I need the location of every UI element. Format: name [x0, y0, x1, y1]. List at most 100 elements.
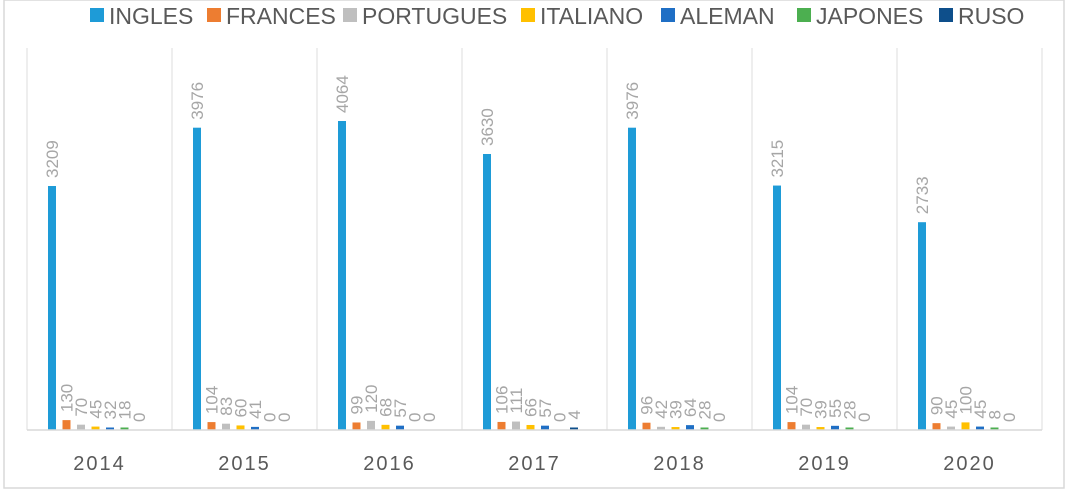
legend-label: FRANCES: [226, 3, 336, 29]
x-tick-label: 2015: [218, 453, 271, 475]
data-label: 45: [971, 400, 990, 419]
data-label: 64: [681, 398, 700, 417]
bar-aleman-2018: [686, 425, 694, 430]
data-label: 3976: [188, 82, 207, 120]
data-label: 0: [551, 413, 570, 422]
bar-aleman-2016: [396, 425, 404, 430]
data-label: 2733: [913, 176, 932, 214]
bar-portugues-2018: [657, 426, 665, 430]
legend-item-frances: FRANCES: [207, 3, 336, 29]
bar-ingles-2016: [338, 121, 346, 430]
legend-item-ruso: RUSO: [939, 3, 1024, 29]
data-label: 28: [841, 401, 860, 420]
legend-swatch: [521, 8, 535, 22]
bar-italiano-2018: [671, 427, 680, 430]
data-label: 83: [217, 397, 236, 416]
legend-swatch: [207, 8, 221, 22]
bar-italiano-2016: [381, 424, 390, 430]
x-tick-label: 2016: [363, 453, 416, 475]
bar-ingles-2020: [918, 222, 926, 430]
legend-swatch: [343, 8, 357, 22]
bar-ingles-2017: [483, 153, 491, 430]
data-label: 99: [348, 396, 367, 415]
bar-aleman-2017: [541, 425, 549, 430]
bar-portugues-2020: [947, 426, 955, 430]
data-label: 3976: [623, 82, 642, 120]
bar-aleman-2019: [831, 425, 839, 430]
data-label: 60: [232, 399, 251, 418]
data-label: 4064: [333, 75, 352, 113]
bar-portugues-2014: [77, 424, 85, 430]
data-label: 130: [58, 384, 77, 412]
data-label: 66: [522, 398, 541, 417]
bar-frances-2020: [932, 423, 941, 430]
data-label: 0: [710, 413, 729, 422]
data-label: 0: [1000, 413, 1019, 422]
chart-border: [3, 0, 1065, 489]
data-label: 104: [783, 386, 802, 414]
bar-portugues-2015: [222, 423, 230, 430]
data-label: 68: [377, 398, 396, 417]
legend-item-portugues: PORTUGUES: [343, 3, 507, 29]
legend-item-italiano: ITALIANO: [521, 3, 643, 29]
bar-aleman-2014: [106, 427, 114, 430]
data-labels: 3209130704532180397610483604100406499120…: [43, 75, 1019, 422]
category-separators: [26, 48, 1043, 430]
data-label: 0: [261, 413, 280, 422]
data-label: 0: [130, 413, 149, 422]
legend-label: PORTUGUES: [362, 3, 507, 29]
data-label: 4: [565, 410, 584, 419]
data-label: 3209: [43, 140, 62, 178]
x-axis-ticks: 2014 2015 2016 2017 2018 2019 2020: [73, 453, 994, 475]
data-label: 3630: [478, 108, 497, 146]
data-label: 0: [406, 413, 425, 422]
bar-italiano-2014: [91, 426, 100, 430]
legend-swatch: [661, 8, 675, 22]
bar-frances-2017: [497, 421, 506, 430]
bar-frances-2018: [642, 422, 651, 430]
bar-frances-2014: [62, 420, 71, 430]
bar-japones-2018: [700, 427, 709, 430]
bar-italiano-2017: [526, 424, 535, 430]
data-label: 32: [101, 401, 120, 420]
bar-japones-2014: [120, 427, 129, 430]
bar-ruso-2017: [570, 427, 578, 430]
data-label: 3215: [768, 140, 787, 178]
bar-ingles-2015: [193, 127, 201, 430]
data-label: 55: [826, 399, 845, 418]
data-label: 8: [986, 410, 1005, 419]
bar-italiano-2019: [816, 427, 825, 430]
bar-ingles-2018: [628, 127, 636, 430]
data-label: 45: [942, 400, 961, 419]
legend-item-ingles: INGLES: [90, 3, 193, 29]
bar-portugues-2019: [802, 424, 810, 430]
x-tick-label: 2017: [508, 453, 561, 475]
bars: [48, 121, 999, 430]
data-label: 90: [928, 396, 947, 415]
data-label: 28: [696, 401, 715, 420]
bar-frances-2015: [207, 422, 216, 430]
data-label: 39: [812, 400, 831, 419]
bar-italiano-2015: [236, 425, 245, 430]
data-label: 96: [638, 396, 657, 415]
data-label: 104: [203, 386, 222, 414]
data-label: 120: [362, 385, 381, 413]
data-label: 0: [420, 413, 439, 422]
bar-frances-2019: [787, 422, 796, 430]
bar-aleman-2020: [976, 426, 984, 430]
data-label: 111: [507, 388, 526, 414]
legend-label: ALEMAN: [680, 3, 775, 29]
legend-label: JAPONES: [816, 3, 923, 29]
x-tick-label: 2019: [798, 453, 851, 475]
data-label: 45: [87, 400, 106, 419]
legend-swatch: [939, 8, 953, 22]
legend-label: ITALIANO: [540, 3, 643, 29]
legend-swatch: [797, 8, 811, 22]
bar-japones-2020: [990, 427, 999, 430]
bar-japones-2019: [845, 427, 854, 430]
data-label: 42: [652, 400, 671, 419]
bar-aleman-2015: [251, 426, 259, 430]
bar-portugues-2016: [367, 420, 375, 430]
legend-item-japones: JAPONES: [797, 3, 923, 29]
